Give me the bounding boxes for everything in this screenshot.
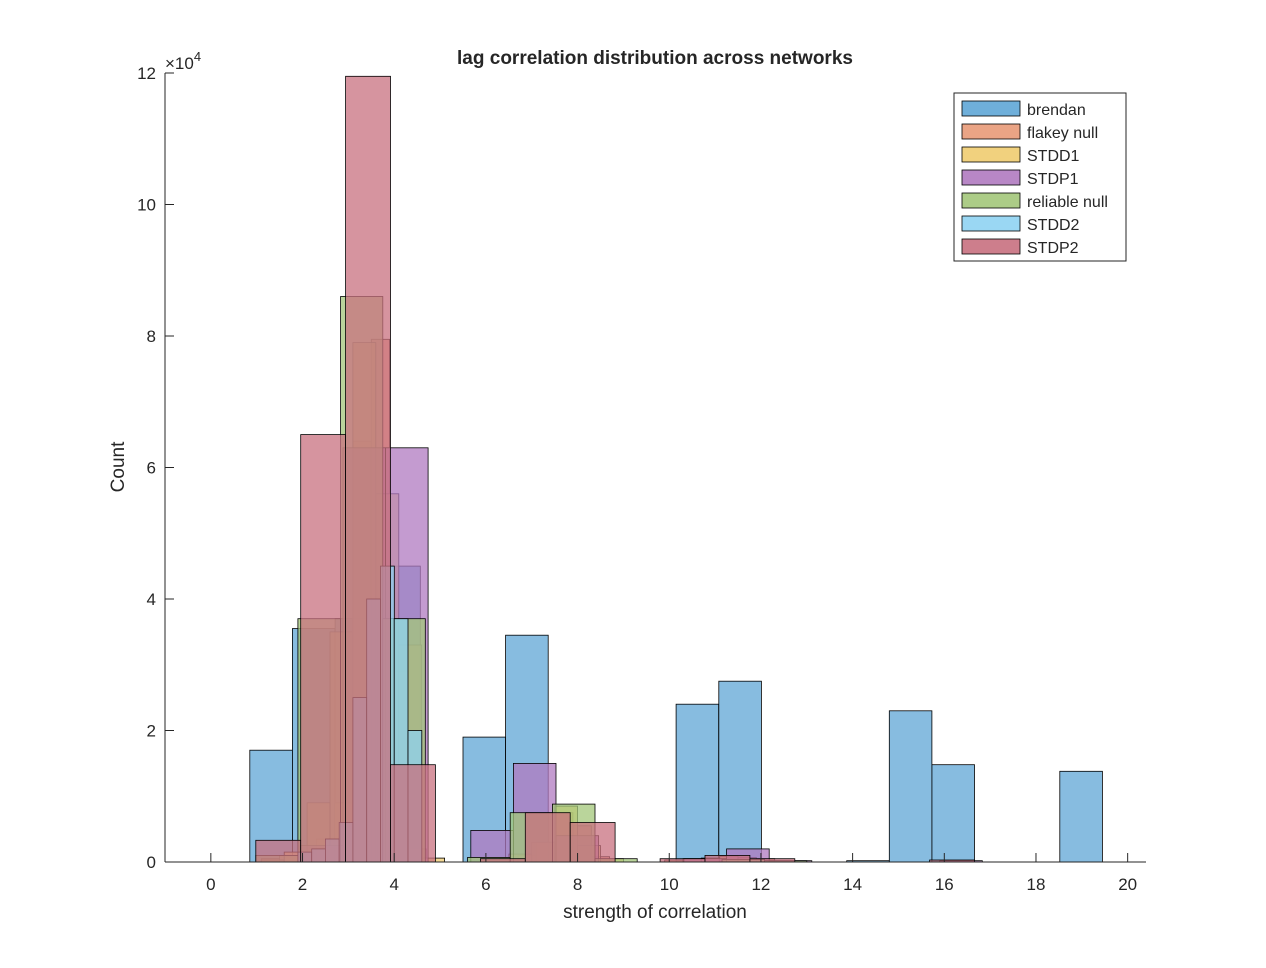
legend-swatch (961, 192, 1021, 209)
histogram-bar (1059, 770, 1103, 863)
legend-swatch (961, 100, 1021, 117)
y-tick-label: 2 (147, 722, 156, 741)
y-tick-label: 8 (147, 327, 156, 346)
x-tick-label: 0 (206, 875, 215, 894)
legend-swatch (961, 169, 1021, 186)
legend-label: STDD1 (1027, 148, 1080, 165)
y-exponent-label: ×104 (165, 49, 201, 73)
x-tick-label: 18 (1027, 875, 1046, 894)
legend-swatch (961, 215, 1021, 232)
legend-label: brendan (1027, 102, 1086, 119)
histogram-bar (345, 75, 391, 863)
y-exponent-power: 4 (194, 49, 201, 64)
histogram-bar (390, 764, 436, 863)
y-axis-label: Count (108, 441, 129, 492)
histogram-bar (569, 822, 616, 863)
chart-title: lag correlation distribution across netw… (457, 48, 853, 69)
legend-swatch (961, 146, 1021, 163)
histogram-bar (718, 680, 762, 863)
legend-label: STDP2 (1027, 240, 1079, 257)
x-tick-label: 12 (751, 875, 770, 894)
series-stdp2 (255, 75, 975, 863)
axes: 0 2 4 6 8 10 12 14 16 18 20 0 2 4 6 8 10 12 (137, 64, 1146, 894)
legend-swatch (961, 123, 1021, 140)
x-tick-label: 16 (935, 875, 954, 894)
legend: brendan flakey null STDD1 STDP1 reliable nul… (953, 92, 1127, 262)
x-tick-label: 4 (389, 875, 398, 894)
y-tick-label: 0 (147, 853, 156, 872)
x-tick-label: 20 (1118, 875, 1137, 894)
legend-swatch (961, 238, 1021, 255)
y-tick-label: 10 (137, 196, 156, 215)
histogram-bar (931, 764, 975, 863)
y-tick-label: 6 (147, 459, 156, 478)
histogram-bar (300, 434, 347, 863)
x-tick-label: 2 (298, 875, 307, 894)
histogram-bar (524, 812, 571, 863)
legend-label: flakey null (1027, 125, 1098, 142)
x-tick-label: 8 (573, 875, 582, 894)
legend-label: reliable null (1027, 194, 1108, 211)
histogram-bar (888, 710, 933, 863)
legend-label: STDP1 (1027, 171, 1079, 188)
histogram-bar (704, 855, 751, 863)
bars-layer (249, 75, 1103, 863)
y-tick-label: 4 (147, 590, 156, 609)
histogram-bar (255, 839, 302, 863)
x-tick-label: 14 (843, 875, 862, 894)
x-tick-label: 6 (481, 875, 490, 894)
legend-label: STDD2 (1027, 217, 1080, 234)
x-tick-label: 10 (660, 875, 679, 894)
y-tick-label: 12 (137, 64, 156, 83)
x-axis-label: strength of correlation (563, 902, 747, 923)
histogram-bar (675, 703, 720, 863)
